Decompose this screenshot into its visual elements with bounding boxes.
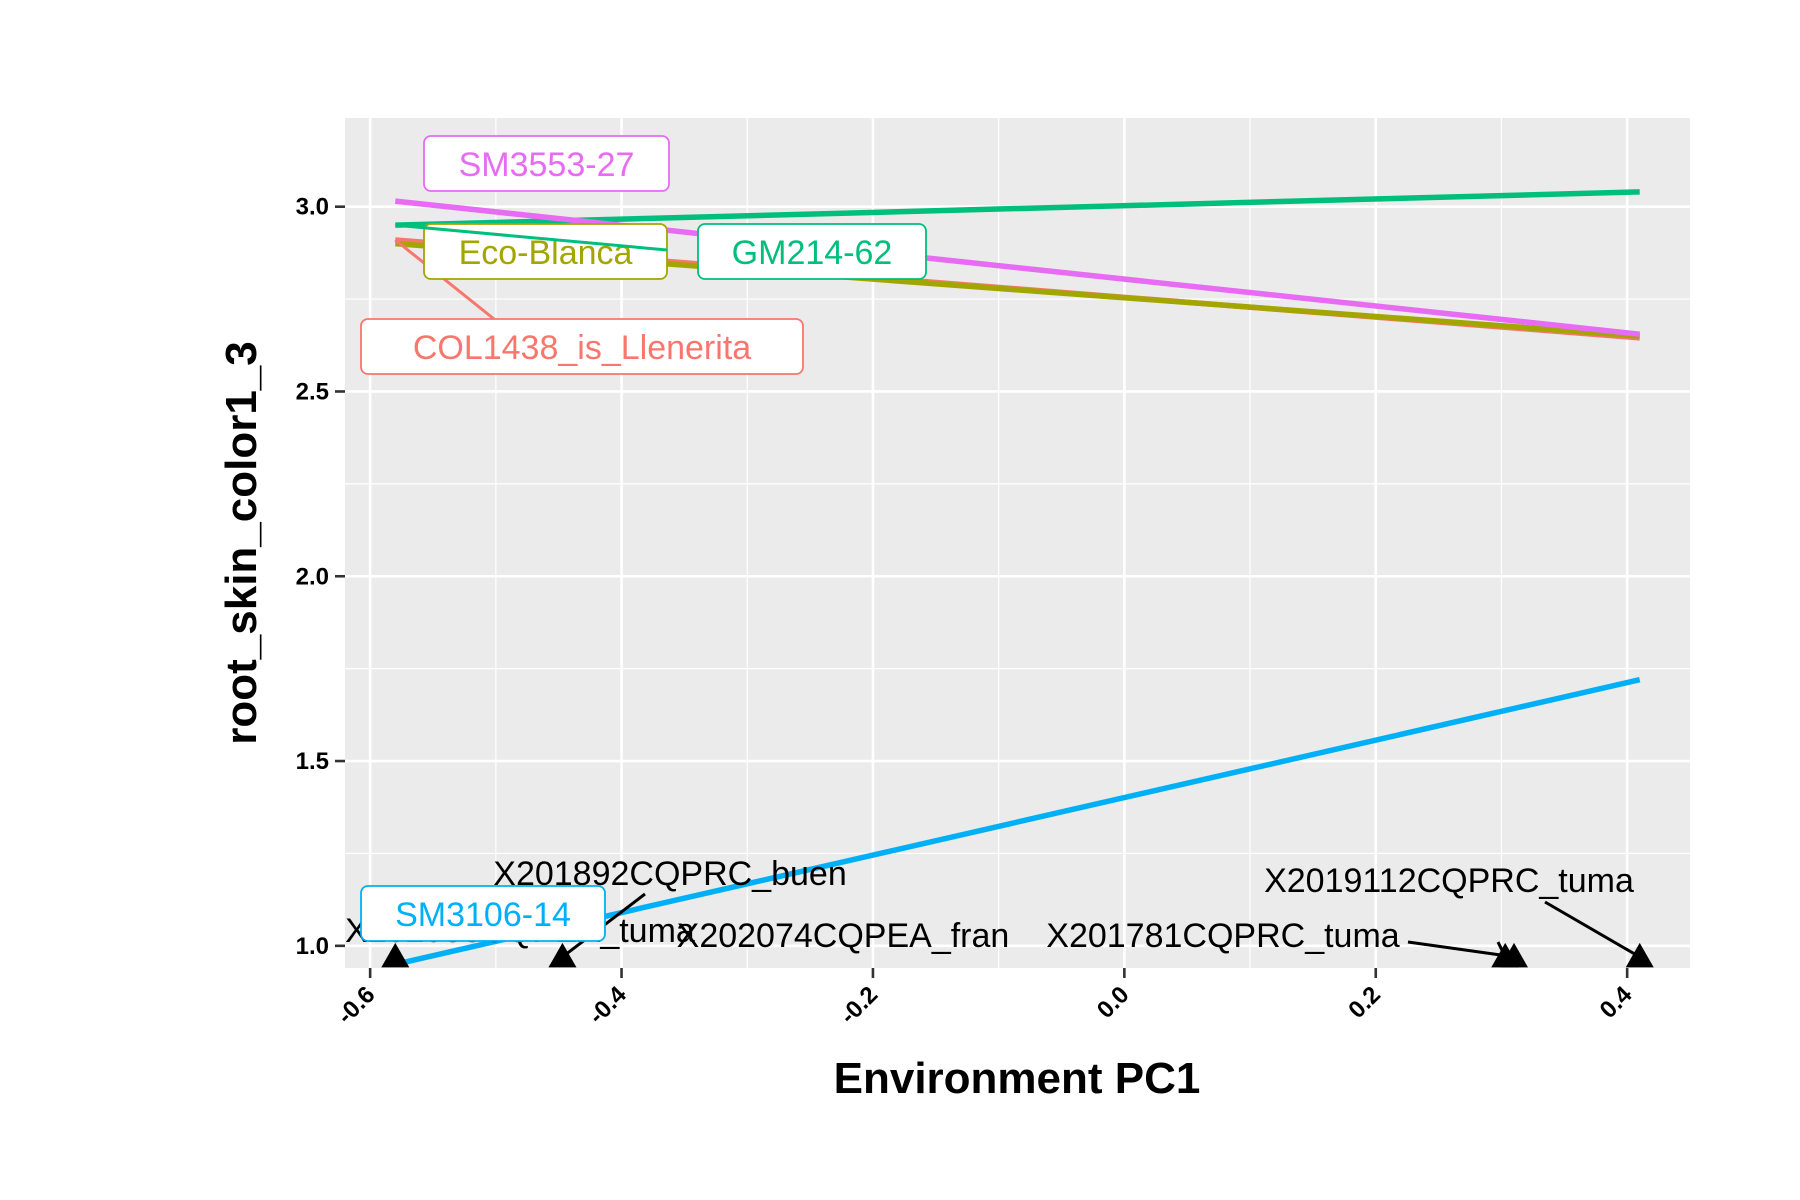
label-text-COL1438_is_Llenerita: COL1438_is_Llenerita	[413, 329, 751, 367]
axis-ticks	[335, 205, 1629, 978]
y-tick-label: 2.5	[296, 378, 329, 405]
label-box-COL1438_is_Llenerita	[360, 318, 804, 375]
label-box-SM3553-27	[423, 135, 670, 192]
env-point-X202083CQPEA_tuma	[381, 942, 410, 968]
series-line-GM214-62	[395, 189, 1640, 228]
y-tick-label: 2.0	[296, 563, 329, 590]
env-leader-X201781CQPRC_tuma	[1407, 940, 1515, 959]
label-text-SM3106-14: SM3106-14	[395, 896, 571, 934]
env-point-X201781CQPRC_tuma	[1500, 942, 1529, 968]
y-tick-labels: 1.0 1.5 2.0 2.5 3.0	[296, 194, 329, 960]
label-leader-GM214-62	[395, 223, 668, 252]
env-point-X201892CQPRC_buen	[548, 942, 577, 968]
x-tick-label: -0.2	[835, 981, 883, 1029]
env-label-X201781CQPRC_tuma: X201781CQPRC_tuma	[1046, 917, 1400, 955]
grid-minor	[345, 113, 1690, 968]
label-text-SM3553-27: SM3553-27	[459, 146, 635, 184]
label-box-Eco-Blanca	[423, 223, 668, 280]
x-axis-title: Environment PC1	[834, 1054, 1201, 1103]
x-tick-label: 0.0	[1092, 981, 1135, 1024]
env-leader-X2019112CQPRC_tuma	[1544, 900, 1641, 959]
y-tick-label: 3.0	[296, 194, 329, 221]
x-tick-label: -0.6	[332, 981, 380, 1029]
y-axis-title: root_skin_color1_3	[217, 341, 266, 745]
y-tick-label: 1.5	[296, 748, 329, 775]
x-tick-label: 0.4	[1595, 981, 1638, 1024]
environment-labels: X202083CQPEA_tumaX201892CQPRC_buenX20207…	[345, 855, 1634, 955]
environment-points	[381, 942, 1654, 968]
x-tick-labels: -0.6 -0.4 -0.2 0.0 0.2 0.4	[332, 981, 1638, 1030]
grid-major	[345, 118, 1690, 968]
env-label-X202074CQPEA_fran: X202074CQPEA_fran	[677, 917, 1010, 955]
label-box-GM214-62	[697, 223, 927, 280]
x-tick-label: -0.4	[583, 981, 632, 1030]
label-text-GM214-62: GM214-62	[732, 234, 893, 272]
x-tick-label: 0.2	[1343, 981, 1386, 1024]
env-label-X2019112CQPRC_tuma: X2019112CQPRC_tuma	[1264, 862, 1634, 900]
label-box-SM3106-14	[360, 885, 606, 942]
y-tick-label: 1.0	[296, 933, 329, 960]
env-point-X2019112CQPRC_tuma	[1625, 942, 1654, 968]
